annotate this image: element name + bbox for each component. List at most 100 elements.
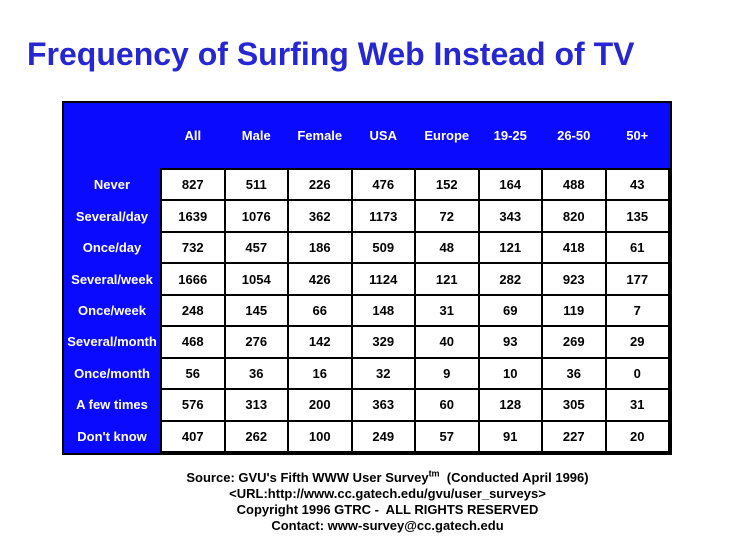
table-cell: 511	[223, 167, 289, 202]
source-line: Source: GVU's Fifth WWW User Surveytm (C…	[46, 468, 729, 486]
table-cell: 200	[287, 388, 353, 422]
row-label: Don't know	[77, 428, 147, 444]
source-text: Source: GVU's Fifth WWW User Survey	[186, 470, 429, 485]
table-cell: 128	[477, 388, 543, 422]
table-cell: 1639	[160, 199, 226, 233]
row-label: Once/day	[82, 240, 142, 256]
table-cell: 1666	[160, 262, 226, 296]
table-cell: 227	[541, 419, 607, 453]
table-row: A few times 576 313 200 363 60 128 305 31	[64, 388, 670, 422]
table-cell: 407	[160, 419, 226, 453]
table-row: Never 827 511 226 476 152 164 488 43	[64, 167, 670, 202]
table-cell: 276	[223, 325, 289, 359]
url-line: <URL:http://www.cc.gatech.edu/gvu/user_s…	[229, 486, 546, 501]
table-cell: 40	[414, 325, 480, 359]
table-cell: 362	[287, 199, 353, 233]
table-row: Several/day 1639 1076 362 1173 72 343 820 135	[64, 199, 670, 233]
table-row: Don't know 407 262 100 249 57 91 227 20	[64, 419, 670, 453]
row-label: A few times	[76, 397, 148, 413]
table-cell: 186	[287, 230, 353, 265]
table-cell: 93	[477, 325, 543, 359]
table-cell: 121	[414, 262, 480, 296]
table-cell: 9	[414, 356, 480, 391]
table-cell: 262	[223, 419, 289, 453]
row-label: Several/month	[67, 334, 157, 350]
table-cell: 923	[541, 262, 607, 296]
table-cell: 36	[541, 356, 607, 391]
table-cell: 152	[414, 167, 480, 202]
page-title: Frequency of Surfing Web Instead of TV	[27, 36, 635, 72]
table-cell: 820	[541, 199, 607, 233]
table-cell: 56	[160, 356, 226, 391]
table-cell: 313	[223, 388, 289, 422]
table-cell: 269	[541, 325, 607, 359]
table-cell: 363	[350, 388, 416, 422]
table-cell: 226	[287, 167, 353, 202]
table-row: Once/month 56 36 16 32 9 10 36 0	[64, 356, 670, 391]
table-cell: 60	[414, 388, 480, 422]
table-cell: 36	[223, 356, 289, 391]
source-suffix: (Conducted April 1996)	[439, 470, 589, 485]
table-cell: 305	[541, 388, 607, 422]
table-cell: 164	[477, 167, 543, 202]
table-cell: 468	[160, 325, 226, 359]
footer: Source: GVU's Fifth WWW User Surveytm (C…	[0, 468, 729, 534]
table-cell: 1173	[350, 199, 416, 233]
row-label: Once/month	[74, 365, 150, 381]
column-header: 19-25	[493, 128, 527, 143]
column-header: Female	[297, 128, 343, 143]
table-cell: 61	[604, 230, 670, 265]
table-row: Several/month 468 276 142 329 40 93 269 29	[64, 325, 670, 359]
table-cell: 426	[287, 262, 353, 296]
table-cell: 7	[604, 293, 670, 328]
table-cell: 249	[350, 419, 416, 453]
table-cell: 1054	[223, 262, 289, 296]
column-header: All	[184, 128, 202, 143]
table-cell: 1076	[223, 199, 289, 233]
table-cell: 29	[604, 325, 670, 359]
copyright-line: Copyright 1996 GTRC - ALL RIGHTS RESERVE…	[236, 502, 539, 517]
table-cell: 16	[287, 356, 353, 391]
table-cell: 457	[223, 230, 289, 265]
table-cell: 135	[604, 199, 670, 233]
frequency-table: All Male Female USA Europe 19-25 26-50 50+ Neve…	[62, 101, 672, 455]
row-label: Several/week	[71, 271, 153, 287]
data-table: All Male Female USA Europe 19-25 26-50 50+ Neve…	[64, 103, 670, 453]
table-cell: 248	[160, 293, 226, 328]
contact-line: Contact: www-survey@cc.gatech.edu	[271, 518, 504, 533]
table-cell: 121	[477, 230, 543, 265]
trademark-superscript: tm	[428, 468, 440, 479]
table-cell: 43	[604, 167, 670, 202]
column-header: Europe	[424, 128, 470, 143]
table-cell: 343	[477, 199, 543, 233]
column-header: 50+	[626, 128, 649, 143]
column-header: 26-50	[557, 128, 591, 143]
corner-cell	[64, 103, 161, 169]
table-cell: 20	[604, 419, 670, 453]
table-cell: 31	[414, 293, 480, 328]
row-label: Never	[93, 177, 131, 193]
row-label: Once/week	[78, 302, 146, 318]
table-cell: 148	[350, 293, 416, 328]
table-cell: 119	[541, 293, 607, 328]
table-cell: 69	[477, 293, 543, 328]
table-cell: 72	[414, 199, 480, 233]
table-cell: 418	[541, 230, 607, 265]
table-cell: 177	[604, 262, 670, 296]
table-cell: 48	[414, 230, 480, 265]
row-label: Several/day	[75, 208, 149, 224]
table-cell: 732	[160, 230, 226, 265]
table-cell: 282	[477, 262, 543, 296]
table-cell: 91	[477, 419, 543, 453]
table-cell: 0	[604, 356, 670, 391]
table-cell: 100	[287, 419, 353, 453]
table-cell: 145	[223, 293, 289, 328]
table-cell: 476	[350, 167, 416, 202]
table-row: Once/week 248 145 66 148 31 69 119 7	[64, 293, 670, 328]
column-header: USA	[369, 128, 397, 143]
table-cell: 488	[541, 167, 607, 202]
header-row: All Male Female USA Europe 19-25 26-50 50+	[64, 103, 669, 169]
table-cell: 31	[604, 388, 670, 422]
table-cell: 32	[350, 356, 416, 391]
table-cell: 509	[350, 230, 416, 265]
